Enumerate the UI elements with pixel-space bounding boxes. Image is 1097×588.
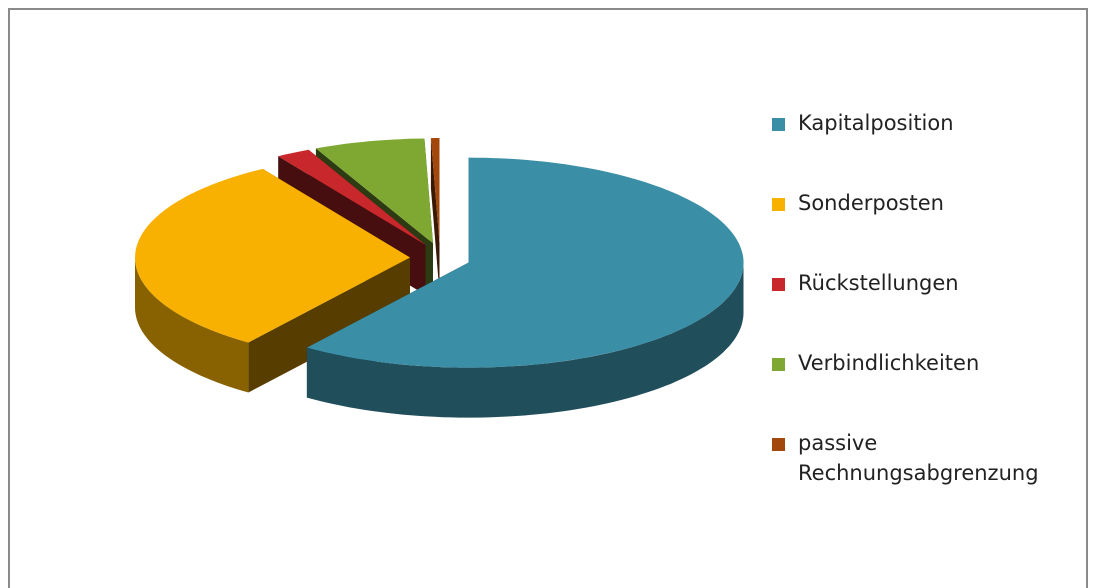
slice-side	[306, 262, 744, 418]
legend-item: Kapitalposition	[772, 108, 1092, 188]
slice-wall	[248, 257, 410, 393]
legend-swatch	[772, 358, 785, 371]
legend-item: passive Rechnungsabgrenzung	[772, 428, 1092, 508]
legend-label: Verbindlichkeiten	[798, 351, 980, 375]
legend-label: Rückstellungen	[798, 271, 959, 295]
legend-item: Sonderposten	[772, 188, 1092, 268]
legend-swatch	[772, 198, 785, 211]
legend-label: Sonderposten	[798, 191, 944, 215]
legend-item: Rückstellungen	[772, 268, 1092, 348]
slice	[430, 138, 440, 243]
slice-wall	[430, 138, 440, 293]
slice	[135, 168, 410, 343]
chart-frame	[8, 8, 1088, 588]
slice-side	[135, 257, 249, 393]
legend-item: Verbindlichkeiten	[772, 348, 1092, 428]
slice	[306, 157, 744, 368]
legend-label: passive Rechnungsabgrenzung	[798, 431, 1039, 485]
legend-label: Kapitalposition	[798, 111, 954, 135]
slice	[278, 149, 426, 245]
legend-swatch	[772, 278, 785, 291]
legend-swatch	[772, 438, 785, 451]
legend: Kapitalposition Sonderposten Rückstellunge…	[772, 108, 1092, 508]
slice	[315, 138, 433, 244]
legend-swatch	[772, 118, 785, 131]
